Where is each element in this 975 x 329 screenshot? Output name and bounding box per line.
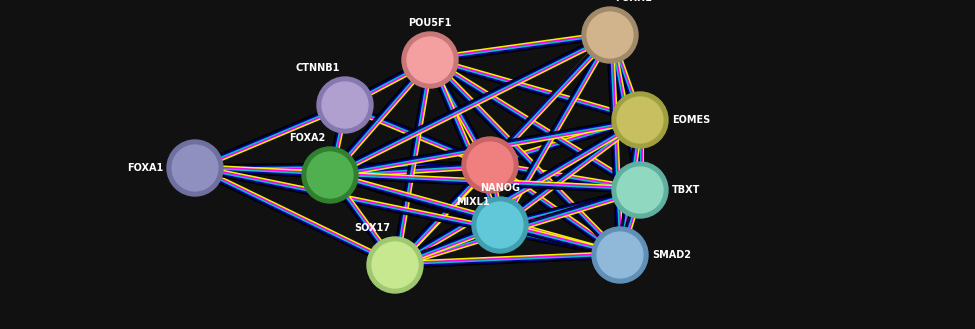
Circle shape (617, 167, 663, 213)
Text: POU5F1: POU5F1 (409, 18, 451, 28)
Circle shape (317, 77, 373, 133)
Circle shape (167, 140, 223, 196)
Circle shape (467, 142, 513, 188)
Circle shape (462, 137, 518, 193)
Circle shape (322, 82, 368, 128)
Text: SOX17: SOX17 (354, 223, 390, 233)
Circle shape (587, 12, 633, 58)
Circle shape (592, 227, 648, 283)
Text: NANOG: NANOG (480, 183, 520, 193)
Circle shape (402, 32, 458, 88)
Circle shape (477, 202, 523, 248)
Text: FOXA1: FOXA1 (127, 163, 163, 173)
Circle shape (302, 147, 358, 203)
Text: FOXA2: FOXA2 (289, 133, 325, 143)
Circle shape (372, 242, 418, 288)
Text: TBXT: TBXT (672, 185, 700, 195)
Circle shape (617, 97, 663, 143)
Circle shape (612, 162, 668, 218)
Circle shape (307, 152, 353, 198)
Circle shape (472, 197, 528, 253)
Circle shape (367, 237, 423, 293)
Circle shape (407, 37, 453, 83)
Circle shape (612, 92, 668, 148)
Text: MIXL1: MIXL1 (456, 197, 490, 207)
Text: FOXH1: FOXH1 (615, 0, 652, 3)
Text: EOMES: EOMES (672, 115, 710, 125)
Circle shape (172, 145, 218, 191)
Text: CTNNB1: CTNNB1 (295, 63, 340, 73)
Circle shape (597, 232, 643, 278)
Circle shape (582, 7, 638, 63)
Text: SMAD2: SMAD2 (652, 250, 691, 260)
